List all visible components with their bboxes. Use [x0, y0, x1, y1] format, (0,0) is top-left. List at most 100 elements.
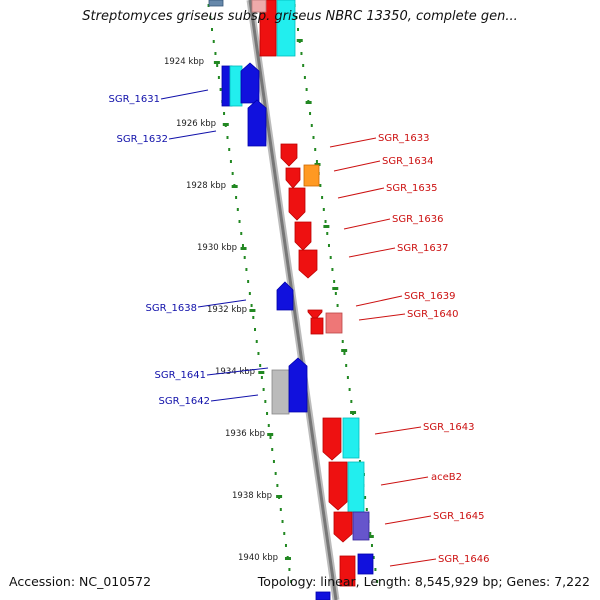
gene-labels: SGR_1631 SGR_1632 SGR_1638 SGR_1641 SGR_1642… — [109, 89, 490, 567]
purple-gene-box — [352, 511, 370, 541]
kbp-tick-label: 1938 kbp — [232, 491, 272, 501]
tick-dot — [257, 352, 260, 355]
tick-dot — [365, 508, 368, 511]
gene-label: SGR_1637 — [397, 243, 449, 254]
tick-dot — [326, 232, 329, 235]
major-tick — [222, 123, 229, 126]
gene-leader-line — [384, 515, 432, 525]
tick-dot — [238, 220, 241, 223]
tick-dot — [333, 280, 336, 283]
forward-gene-arrow — [328, 461, 348, 511]
tick-dot — [262, 388, 265, 391]
tick-dot — [250, 304, 253, 307]
kbp-tick-label: 1930 kbp — [197, 243, 237, 253]
gene-block — [251, 0, 267, 13]
tick-dot — [212, 40, 215, 43]
gene-label: SGR_1632 — [117, 134, 169, 145]
forward-gene-arrow — [307, 309, 323, 321]
tick-dot — [214, 52, 217, 55]
tick-dot — [345, 364, 348, 367]
forward-gene-arrow — [333, 511, 353, 543]
tick-dot — [305, 88, 308, 91]
tick-dot — [272, 460, 275, 463]
tick-dot — [309, 112, 312, 115]
tick-dot — [370, 544, 373, 547]
tick-dot — [334, 292, 337, 295]
tick-dot — [264, 400, 267, 403]
tick-dot — [374, 568, 377, 571]
tick-dot — [209, 16, 212, 19]
tick-dot — [300, 52, 303, 55]
tick-dot — [243, 256, 246, 259]
tick-dot — [276, 484, 279, 487]
tick-dot — [267, 424, 270, 427]
tick-dot — [346, 376, 349, 379]
tick-dot — [364, 496, 367, 499]
forward-gene-arrow — [259, 0, 277, 57]
tick-dot — [358, 460, 361, 463]
forward-gene-arrow — [322, 417, 342, 461]
tick-dot — [216, 64, 219, 67]
kbp-tick-label: 1940 kbp — [238, 553, 278, 563]
tick-dot — [271, 448, 274, 451]
gene-label: SGR_1639 — [404, 291, 456, 302]
tick-dot — [369, 532, 372, 535]
gene-leader-line — [337, 187, 385, 199]
tick-dot — [350, 400, 353, 403]
tick-dot — [331, 268, 334, 271]
gene-label: SGR_1640 — [407, 309, 459, 320]
tick-dot — [281, 520, 284, 523]
gene-leader-line — [355, 295, 403, 307]
reverse-gene-arrow — [240, 62, 260, 104]
major-tick — [267, 433, 274, 436]
tick-dot — [240, 232, 243, 235]
gene-label: SGR_1638 — [146, 303, 198, 314]
reverse-gene-arrow — [276, 281, 294, 311]
tick-dot — [236, 208, 239, 211]
gene-leader-line — [333, 160, 381, 172]
forward-gene-arrow — [285, 167, 301, 189]
tick-dot — [322, 208, 325, 211]
tick-dot — [312, 136, 315, 139]
tick-dot — [295, 16, 298, 19]
gene-label: SGR_1643 — [423, 422, 475, 433]
gene-leader-line — [343, 218, 391, 230]
tick-dot — [255, 340, 258, 343]
genome-title: Streptomyces griseus subsp. griseus NBRC… — [82, 9, 518, 24]
forward-gene-box — [339, 555, 356, 587]
major-tick — [213, 61, 220, 64]
major-tick — [350, 411, 357, 414]
tick-dot — [376, 580, 379, 583]
kbp-tick-label: 1932 kbp — [207, 305, 247, 315]
forward-gene-arrow — [280, 143, 298, 167]
major-tick — [258, 371, 265, 374]
forward-gene-arrow — [294, 221, 312, 251]
tick-dot — [254, 328, 257, 331]
cyan-track-block — [347, 461, 365, 513]
major-tick — [231, 185, 238, 188]
tick-dot — [241, 244, 244, 247]
gene-leader-line — [348, 247, 396, 258]
gene-features — [208, 0, 374, 600]
gene-leader-line — [329, 137, 377, 148]
gene-leader-line — [380, 476, 429, 486]
tick-dot — [283, 532, 286, 535]
tick-dot — [336, 304, 339, 307]
accession-label: Accession: NC_010572 — [9, 574, 152, 589]
tick-dot — [302, 64, 305, 67]
tick-dot — [372, 556, 375, 559]
topology-label: Topology: linear, Length: 8,545,929 bp; … — [257, 574, 590, 589]
gene-label: SGR_1631 — [109, 94, 161, 105]
orange-gene-box — [303, 164, 320, 187]
tick-dot — [259, 364, 262, 367]
tick-dot — [314, 148, 317, 151]
tick-dot — [229, 160, 232, 163]
forward-gene-arrow — [288, 187, 306, 221]
gene-leader-line — [358, 313, 406, 321]
gene-label: aceB2 — [431, 472, 462, 483]
major-tick — [276, 495, 283, 498]
tick-dot — [223, 112, 226, 115]
tick-dot — [248, 292, 251, 295]
forward-gene-arrow — [298, 249, 318, 279]
